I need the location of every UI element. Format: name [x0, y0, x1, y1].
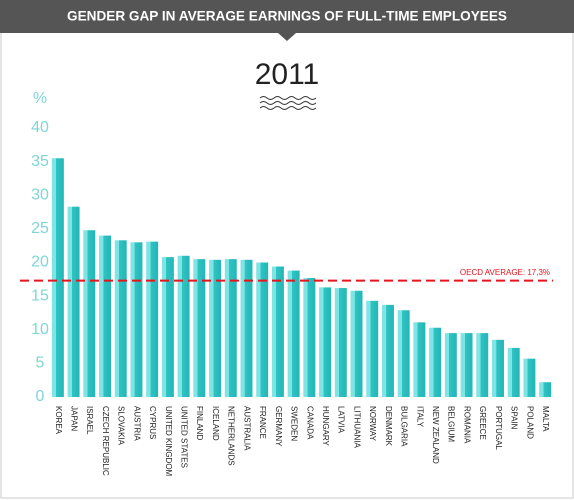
bar [460, 333, 473, 397]
subtitle-decoration [259, 96, 317, 110]
y-tick-label: 30 [31, 186, 49, 203]
bar [240, 259, 253, 397]
y-tick-label: 10 [31, 321, 49, 338]
y-tick-label: 25 [31, 220, 49, 237]
bar [209, 259, 222, 397]
x-tick-label: NORWAY [368, 406, 377, 442]
bar [271, 266, 284, 397]
x-tick-label: ISRAEL [85, 406, 94, 435]
bar [114, 240, 127, 397]
x-tick-label: JAPAN [69, 406, 78, 431]
x-tick-label: POLAND [525, 406, 534, 439]
bar [476, 333, 489, 397]
bar [397, 310, 410, 397]
x-tick-label: BELGIUM [447, 406, 456, 442]
bar [51, 158, 64, 397]
y-tick-label: 35 [31, 153, 49, 170]
bar [146, 241, 159, 397]
y-axis-label: % [33, 90, 47, 107]
y-tick-label: 0 [36, 388, 45, 405]
y-tick-label: 15 [31, 287, 49, 304]
x-tick-label: LATVIA [337, 406, 346, 434]
x-tick-label: AUSTRALIA [242, 406, 251, 451]
bar [523, 358, 536, 397]
y-tick-label: 5 [36, 355, 45, 372]
header-band [0, 0, 574, 41]
reference-label: OECD AVERAGE: 17,3% [460, 268, 550, 277]
bar [444, 333, 457, 397]
x-tick-label: NETHERLANDS [227, 406, 236, 466]
bar [507, 347, 520, 397]
chart-subtitle: 2011 [255, 58, 320, 91]
chart-title: GENDER GAP IN AVERAGE EARNINGS OF FULL-T… [67, 8, 507, 24]
bar [350, 290, 363, 397]
x-tick-label: DENMARK [384, 406, 393, 447]
bar [67, 206, 80, 397]
bar [413, 322, 426, 397]
bar [539, 382, 552, 397]
x-tick-label: NEW ZEALAND [431, 406, 440, 464]
x-tick-label: FRANCE [258, 406, 267, 439]
bar [177, 255, 190, 397]
bar [193, 259, 206, 397]
x-tick-label: GERMANY [274, 406, 283, 447]
frame [0, 19, 574, 499]
bar [381, 304, 394, 397]
x-tick-label: BULGARIA [400, 406, 409, 447]
bar [161, 257, 174, 397]
bar [224, 259, 237, 397]
x-tick-label: SPAIN [510, 406, 519, 430]
x-tick-label: CYPRUS [148, 406, 157, 439]
x-tick-label: SWEDEN [290, 406, 299, 441]
bar [303, 277, 316, 397]
bar [130, 242, 143, 397]
x-tick-label: AUSTRIA [132, 406, 141, 441]
x-tick-label: GREECE [478, 406, 487, 440]
x-tick-label: HUNGARY [321, 406, 330, 447]
bar [429, 327, 442, 397]
x-tick-label: ITALY [415, 406, 424, 428]
x-tick-label: CANADA [305, 406, 314, 440]
bar [492, 339, 504, 397]
x-tick-label: FINLAND [195, 406, 204, 440]
x-tick-label: MALTA [541, 406, 550, 432]
bar [99, 235, 111, 397]
bar [287, 270, 300, 397]
bar [319, 287, 332, 397]
x-tick-label: ROMANIA [462, 406, 471, 444]
x-tick-label: UNITED STATES [180, 406, 189, 468]
y-tick-label: 20 [31, 254, 49, 271]
y-tick-label: 40 [31, 119, 49, 136]
x-tick-label: ICELAND [211, 406, 220, 441]
x-tick-label: KOREA [54, 406, 63, 435]
bar [366, 300, 379, 397]
x-tick-label: CZECH REPUBLIC [101, 406, 110, 476]
x-tick-label: LITHUANIA [352, 406, 361, 448]
x-tick-label: SLOVAKIA [117, 406, 126, 446]
bar [256, 262, 269, 397]
bar [83, 230, 96, 397]
bar [334, 288, 347, 397]
x-tick-label: UNITED KINGDOM [164, 406, 173, 477]
x-tick-label: PORTUGAL [494, 406, 503, 450]
